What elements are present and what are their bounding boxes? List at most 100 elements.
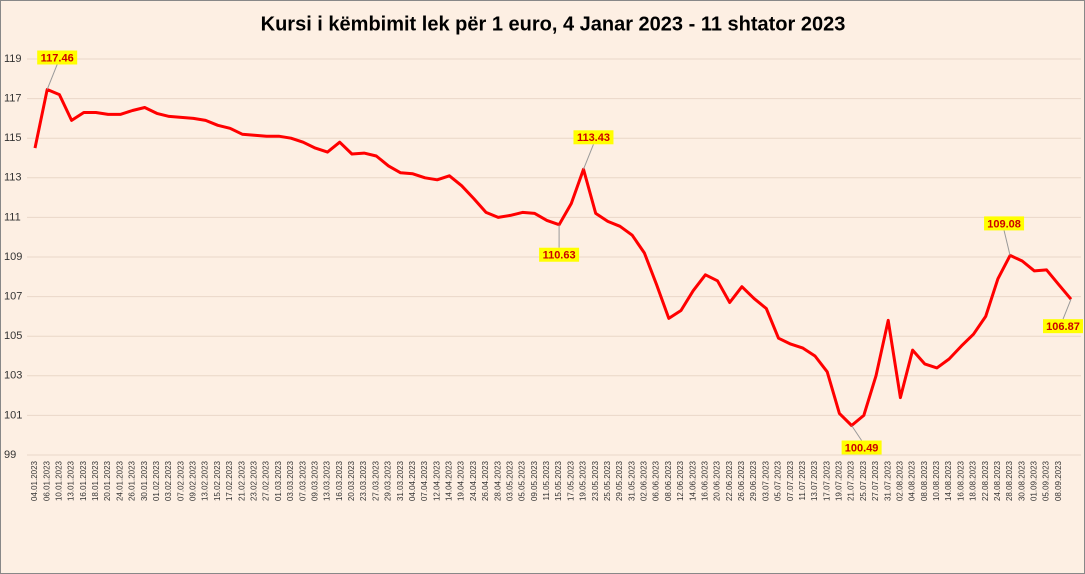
- x-tick-label: 31.03.2023: [396, 460, 405, 501]
- series-line: [33, 88, 1073, 427]
- x-tick-label: 18.01.2023: [91, 460, 100, 501]
- y-tick-label: 115: [4, 132, 22, 144]
- x-tick-label: 23.03.2023: [359, 460, 368, 501]
- data-label: 113.43: [573, 130, 614, 145]
- label-leader: [46, 64, 58, 90]
- x-tick-label: 24.01.2023: [115, 460, 124, 501]
- x-tick-label: 12.04.2023: [432, 460, 441, 501]
- x-tick-label: 07.02.2023: [176, 460, 185, 501]
- x-tick-label: 10.08.2023: [932, 460, 941, 501]
- x-tick-label: 17.02.2023: [225, 460, 234, 501]
- x-tick-label: 19.05.2023: [579, 460, 588, 501]
- data-label-text: 100.49: [845, 442, 879, 454]
- x-tick-label: 27.03.2023: [371, 460, 380, 501]
- chart-title: Kursi i këmbimit lek për 1 euro, 4 Janar…: [261, 13, 846, 35]
- x-tick-label: 25.05.2023: [603, 460, 612, 501]
- x-tick-label: 21.02.2023: [237, 460, 246, 501]
- x-tick-label: 18.08.2023: [969, 460, 978, 501]
- x-tick-label: 10.01.2023: [54, 460, 63, 501]
- x-tick-label: 26.01.2023: [128, 460, 137, 501]
- data-label-text: 109.08: [987, 218, 1021, 230]
- data-label: 106.87: [1043, 319, 1083, 334]
- x-tick-label: 17.05.2023: [566, 460, 575, 501]
- x-tick-label: 15.02.2023: [213, 460, 222, 501]
- x-tick-label: 26.06.2023: [737, 460, 746, 501]
- x-tick-label: 08.06.2023: [664, 460, 673, 501]
- x-tick-label: 09.03.2023: [310, 460, 319, 501]
- x-tick-label: 31.05.2023: [627, 460, 636, 501]
- x-tick-label: 03.07.2023: [761, 460, 770, 501]
- data-label-text: 110.63: [543, 250, 576, 262]
- x-tick-label: 21.07.2023: [847, 460, 856, 501]
- x-tick-label: 07.04.2023: [420, 460, 429, 501]
- x-tick-label: 07.07.2023: [786, 460, 795, 501]
- x-tick-label: 08.08.2023: [920, 460, 929, 501]
- data-label: 109.08: [984, 216, 1025, 231]
- x-tick-label: 30.08.2023: [1017, 460, 1026, 501]
- data-label-text: 113.43: [577, 132, 610, 144]
- x-tick-label: 16.08.2023: [956, 460, 965, 501]
- x-tick-label: 16.01.2023: [79, 460, 88, 501]
- x-tick-label: 08.09.2023: [1054, 460, 1063, 501]
- x-tick-label: 03.02.2023: [164, 460, 173, 501]
- x-tick-label: 13.07.2023: [810, 460, 819, 501]
- x-tick-label: 27.02.2023: [262, 460, 271, 501]
- x-tick-label: 14.06.2023: [688, 460, 697, 501]
- x-tick-label: 03.03.2023: [286, 460, 295, 501]
- x-tick-label: 01.09.2023: [1030, 460, 1039, 501]
- x-tick-label: 16.03.2023: [335, 460, 344, 501]
- x-tick-label: 13.03.2023: [323, 460, 332, 501]
- y-tick-label: 113: [4, 172, 22, 184]
- x-tick-label: 24.08.2023: [993, 460, 1002, 501]
- x-tick-label: 11.05.2023: [542, 460, 551, 500]
- data-label-text: 106.87: [1046, 321, 1080, 333]
- label-box: [37, 50, 78, 65]
- x-tick-label: 05.09.2023: [1042, 460, 1051, 501]
- x-tick-label: 23.02.2023: [249, 460, 258, 501]
- x-tick-label: 20.01.2023: [103, 460, 112, 501]
- label-box: [539, 247, 580, 262]
- x-tick-label: 11.07.2023: [798, 460, 807, 500]
- x-tick-label: 13.01.2023: [67, 460, 76, 501]
- x-tick-label: 01.03.2023: [274, 460, 283, 501]
- x-tick-label: 20.06.2023: [713, 460, 722, 501]
- x-tick-label: 28.08.2023: [1005, 460, 1014, 501]
- x-tick-label: 09.05.2023: [530, 460, 539, 501]
- x-tick-label: 02.06.2023: [640, 460, 649, 501]
- x-tick-label: 09.02.2023: [189, 460, 198, 501]
- data-label: 117.46: [37, 50, 78, 65]
- x-tick-label: 16.06.2023: [700, 460, 709, 501]
- data-label: 100.49: [841, 440, 882, 455]
- x-tick-label: 04.08.2023: [908, 460, 917, 501]
- label-leader: [851, 425, 863, 441]
- x-tick-label: 19.04.2023: [457, 460, 466, 501]
- x-tick-label: 25.07.2023: [859, 460, 868, 501]
- x-tick-label: 01.02.2023: [152, 460, 161, 501]
- label-box: [573, 130, 614, 145]
- y-tick-label: 119: [4, 53, 22, 65]
- x-tick-label: 20.03.2023: [347, 460, 356, 501]
- y-tick-label: 107: [4, 291, 22, 303]
- x-tick-label: 29.03.2023: [384, 460, 393, 501]
- x-tick-label: 23.05.2023: [591, 460, 600, 501]
- x-tick-label: 04.01.2023: [30, 460, 39, 501]
- x-tick-label: 22.08.2023: [981, 460, 990, 501]
- x-tick-label: 05.07.2023: [774, 460, 783, 501]
- x-tick-label: 26.04.2023: [481, 460, 490, 501]
- data-label-text: 117.46: [41, 52, 74, 64]
- x-tick-label: 31.07.2023: [883, 460, 892, 501]
- label-leader: [583, 144, 594, 170]
- label-leader: [1062, 298, 1072, 320]
- x-tick-label: 19.07.2023: [835, 460, 844, 501]
- x-tick-label: 02.08.2023: [895, 460, 904, 501]
- data-label: 110.63: [539, 247, 580, 262]
- y-tick-label: 99: [4, 449, 16, 461]
- label-box: [841, 440, 882, 455]
- y-tick-label: 105: [4, 330, 22, 342]
- y-tick-label: 111: [4, 211, 21, 223]
- label-leader: [1003, 230, 1011, 256]
- x-tick-label: 05.05.2023: [518, 460, 527, 501]
- x-tick-label: 29.05.2023: [615, 460, 624, 501]
